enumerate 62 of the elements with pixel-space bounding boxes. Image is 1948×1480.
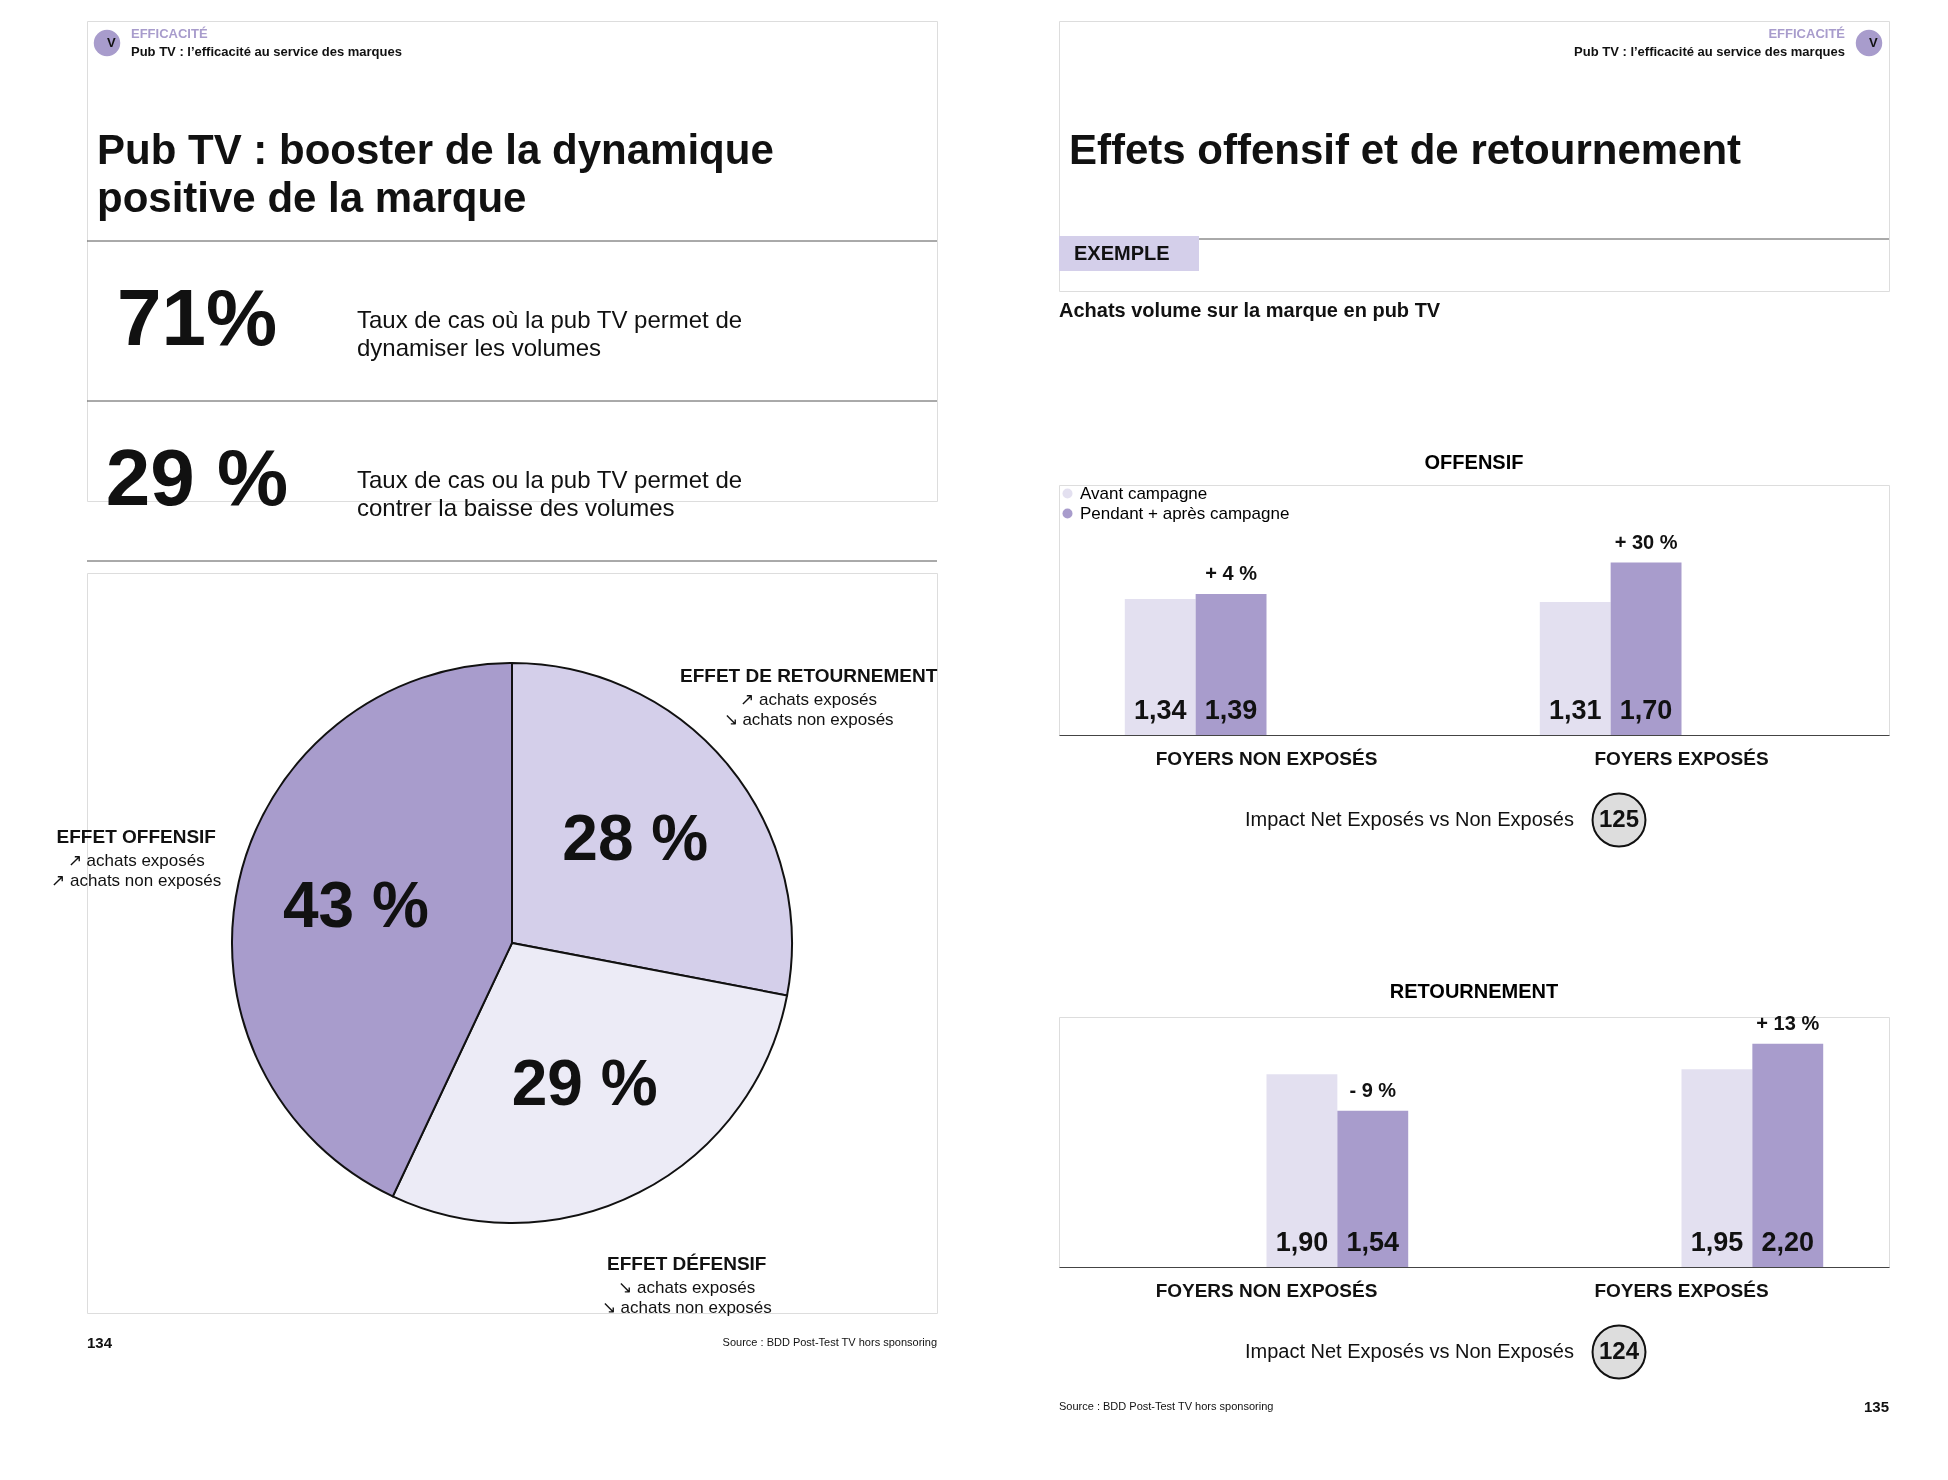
bar [1681,1069,1753,1267]
source-note: Source : BDD Post-Test TV hors sponsoring [722,1336,937,1348]
data-label: 2,20 [1761,1227,1815,1257]
slice-label: EFFET OFFENSIF [56,826,216,848]
text: EFFICACITÉ [1768,26,1846,41]
text: Pub TV : l’efficacité au service des marques [1574,44,1845,59]
data-label: 29 % [511,1046,658,1119]
bar [1337,1110,1409,1267]
text: Impact Net Exposés vs Non Exposés [1244,808,1574,830]
bar [1610,562,1682,735]
text: 135 [1863,1398,1889,1415]
data-label: 1,39 [1204,695,1258,725]
text: 125 [1598,805,1640,832]
text: Taux de cas ou la pub TV permet de contrer la baisse des volumes [357,466,743,521]
legend-label: Avant campagne [1080,483,1208,503]
data-label: 43 % [282,869,429,942]
annotation: + 4 % [1205,561,1258,584]
text: + 13 % [1756,1011,1820,1034]
bar [1752,1043,1824,1267]
source-note: Source : BDD Post-Test TV hors sponsoring [1059,1400,1274,1412]
data-label: 1,70 [1619,695,1673,725]
slice-label: EFFET DÉFENSIF [607,1253,767,1275]
text: ↗ achats exposés [740,689,878,709]
bar [1124,599,1196,735]
text: ↘ achats non exposés [723,709,894,729]
legend-label: Pendant + après campagne [1080,503,1290,523]
text: + 30 % [1614,530,1678,553]
text: Pub TV : l’efficacité au service des marques [131,44,402,59]
text: Achats volume sur la marque en pub TV [1059,299,1441,321]
data-label: 1,90 [1275,1227,1329,1257]
text: EFFICACITÉ [131,26,208,41]
data-label: 1,54 [1346,1227,1400,1257]
text: Effets offensif et de retournement [1069,126,1742,173]
annotation: - 9 % [1349,1078,1397,1101]
data-label: 1,31 [1548,695,1602,725]
bar [1195,593,1267,735]
text: Taux de cas où la pub TV permet de dynamiser les volumes [357,306,743,361]
text: ↗ achats exposés [67,851,205,871]
text: V [1869,35,1878,50]
text: 71% [116,273,278,362]
text: Pub TV : booster de la dynamique positive de la marque [97,126,774,221]
data-label: 1,95 [1690,1227,1744,1257]
text: ↗ achats non exposés [51,871,222,891]
text: V [107,35,116,50]
chart-title: OFFENSIF [1424,451,1524,473]
x-tick-label: FOYERS EXPOSÉS [1594,747,1769,769]
text: ↘ achats exposés [618,1278,756,1298]
x-tick-label: FOYERS NON EXPOSÉS [1155,1279,1378,1301]
text: Impact Net Exposés vs Non Exposés [1244,1340,1574,1362]
data-label: 1,34 [1133,695,1187,725]
text: EXEMPLE [1074,242,1170,264]
text: 29 % [105,433,289,522]
x-tick-label: FOYERS EXPOSÉS [1594,1279,1769,1301]
bar [1266,1074,1338,1267]
text: 124 [1598,1337,1640,1364]
text: ↘ achats non exposés [601,1298,772,1318]
data-label: 28 % [562,802,709,875]
bar [1539,602,1611,735]
text: 134 [87,1334,113,1351]
slice-label: EFFET DE RETOURNEMENT [680,664,938,686]
chart-title: RETOURNEMENT [1389,979,1559,1002]
x-tick-label: FOYERS NON EXPOSÉS [1155,747,1378,769]
